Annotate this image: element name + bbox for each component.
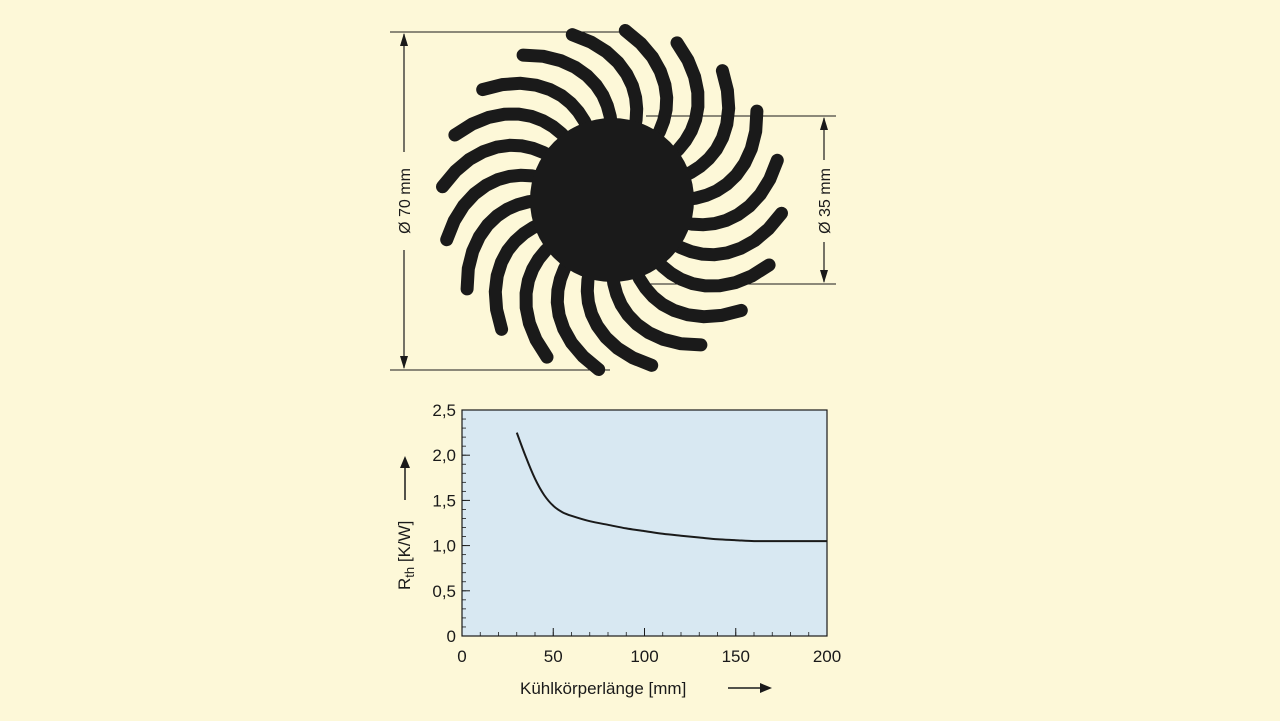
x-tick-label: 200 [813, 647, 841, 666]
x-axis-label: Kühlkörperlänge [mm] [520, 679, 686, 698]
y-axis-label-unit: [K/W] [395, 521, 414, 567]
y-axis-label-main: R [395, 578, 414, 590]
y-axis-label: Rth [K/W] [395, 521, 417, 590]
y-tick-label: 1,5 [432, 491, 456, 510]
outer-dim-arrow-top [400, 33, 408, 46]
x-axis-arrow-head [760, 683, 772, 693]
inner-dim-arrow-bottom [820, 270, 828, 283]
y-tick-label: 0,5 [432, 582, 456, 601]
heatsink-cross-section [436, 24, 788, 376]
plot-area [461, 409, 828, 637]
x-tick-labels: 0 50 100 150 200 [457, 628, 841, 666]
heatsink-core [530, 118, 694, 282]
x-axis-label-group: Kühlkörperlänge [mm] [520, 679, 772, 698]
inner-dim-arrow-top [820, 117, 828, 130]
y-tick-label: 1,0 [432, 537, 456, 556]
y-axis-label-sub: th [402, 567, 417, 578]
y-tick-label: 2,0 [432, 446, 456, 465]
x-tick-label: 150 [722, 647, 750, 666]
y-tick-labels: 0 0,5 1,0 1,5 2,0 2,5 [432, 401, 470, 646]
outer-diameter-label: Ø 70 mm [397, 168, 414, 234]
x-tick-label: 50 [544, 647, 563, 666]
thermal-resistance-chart: 00,51,01,52,02,5 0 50 100 150 200 Rth [K/W] … [395, 401, 841, 698]
rth-curve [515, 432, 827, 543]
x-tick-label: 100 [630, 647, 658, 666]
outer-dim-arrow-bottom [400, 356, 408, 369]
x-tick-label: 0 [457, 647, 466, 666]
y-tick-label: 2,5 [432, 401, 456, 420]
y-axis-label-group: Rth [K/W] [395, 456, 417, 590]
y-axis-arrow-head [400, 456, 410, 468]
outer-diameter-dimension: Ø 70 mm [390, 31, 620, 371]
y-tick-label: 0 [447, 627, 456, 646]
inner-diameter-dimension: Ø 35 mm [646, 115, 836, 285]
inner-diameter-label: Ø 35 mm [817, 168, 834, 234]
